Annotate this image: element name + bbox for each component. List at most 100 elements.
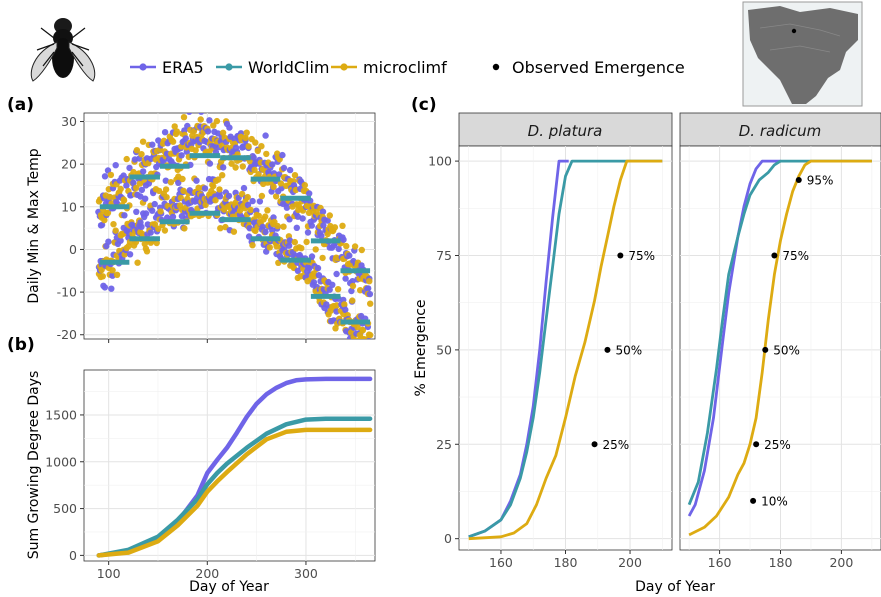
temp-point-microclimf [181, 225, 188, 232]
temp-point-ERA5 [198, 113, 205, 115]
temp-point-ERA5 [162, 177, 169, 184]
temp-point-microclimf [195, 184, 202, 191]
temp-point-ERA5 [178, 152, 185, 159]
temp-point-ERA5 [123, 182, 130, 189]
temp-point-ERA5 [216, 193, 224, 200]
temp-point-microclimf [273, 243, 280, 250]
temp-point-ERA5 [306, 265, 313, 272]
panel-c1-marks: 25% 50% 75% [468, 159, 663, 541]
temp-point-ERA5 [320, 222, 327, 229]
temp-point-ERA5 [360, 340, 366, 346]
temp-point-microclimf [270, 183, 277, 190]
temp-point-ERA5 [149, 141, 156, 148]
temp-point-microclimf [197, 116, 204, 123]
gdd-line-microclimf [96, 427, 373, 558]
temp-point-microclimf [113, 271, 121, 278]
x-tick-label: 180 [554, 555, 578, 570]
temp-point-ERA5 [126, 164, 133, 172]
observed-emergence-point [753, 441, 760, 448]
temp-point-microclimf [367, 331, 374, 339]
panel-c1-grid [459, 146, 672, 550]
temp-point-ERA5 [101, 173, 109, 180]
temp-point-ERA5 [367, 358, 373, 364]
legend-point-WorldClim [225, 63, 233, 71]
temp-point-microclimf [123, 155, 130, 163]
temp-point-microclimf [213, 117, 221, 125]
temp-point-microclimf [151, 221, 159, 228]
temp-point-microclimf [244, 193, 251, 201]
facet-strip-platura [458, 112, 673, 147]
panel-label-c: (c) [411, 95, 437, 115]
temp-point-ERA5 [149, 207, 156, 214]
temp-point-microclimf [180, 187, 187, 194]
temp-point-microclimf [291, 238, 298, 246]
temp-point-ERA5 [366, 290, 374, 298]
temp-point-microclimf [254, 147, 261, 155]
temp-point-microclimf [230, 228, 238, 235]
observed-emergence-label: 25% [603, 438, 630, 452]
temp-point-microclimf [238, 190, 246, 198]
x-tick-label: 300 [294, 566, 318, 581]
observed-emergence-point [762, 346, 769, 353]
temp-point-microclimf [104, 209, 112, 216]
temp-point-microclimf [331, 224, 339, 231]
temp-point-ERA5 [250, 154, 257, 161]
legend-point-ERA5 [139, 63, 147, 71]
legend-label: microclimf [363, 58, 447, 77]
temp-point-ERA5 [306, 190, 313, 197]
temp-point-microclimf [365, 338, 368, 339]
temp-point-ERA5 [326, 286, 333, 293]
temp-point-microclimf [359, 327, 367, 334]
temp-point-microclimf [109, 267, 116, 274]
temp-point-ERA5 [240, 184, 248, 192]
temp-point-microclimf [167, 179, 175, 186]
temp-point-ERA5 [117, 237, 124, 244]
temp-point-ERA5 [137, 193, 144, 200]
gdd-line-WorldClim [96, 416, 373, 558]
temp-point-microclimf [162, 186, 170, 193]
temp-point-microclimf [143, 248, 151, 255]
temp-point-ERA5 [204, 128, 212, 135]
temp-point-ERA5 [278, 185, 285, 192]
temp-point-microclimf [367, 300, 374, 307]
panel-b-background [83, 369, 376, 562]
temp-point-microclimf [139, 138, 147, 145]
temp-point-microclimf [219, 172, 226, 179]
temp-point-microclimf [133, 147, 141, 154]
x-tick-label: 100 [97, 566, 121, 581]
temp-point-microclimf [341, 301, 348, 308]
temp-point-microclimf [163, 194, 170, 201]
temp-point-ERA5 [340, 236, 347, 243]
temp-point-microclimf [120, 197, 128, 204]
temp-point-ERA5 [142, 210, 150, 217]
observed-emergence-point [771, 252, 778, 259]
temp-point-microclimf [334, 286, 342, 293]
temp-point-microclimf [358, 246, 365, 254]
y-tick-label: 0 [444, 531, 452, 546]
temp-point-microclimf [263, 150, 270, 158]
temp-point-microclimf [243, 129, 250, 136]
temp-point-ERA5 [362, 338, 366, 339]
temp-point-ERA5 [101, 284, 109, 291]
temp-point-microclimf [173, 128, 180, 135]
observed-emergence-point [617, 252, 624, 259]
temp-point-microclimf [134, 259, 141, 266]
temp-point-microclimf [138, 151, 145, 158]
temp-point-ERA5 [365, 285, 372, 292]
temp-point-ERA5 [319, 208, 327, 215]
panel-b-x-axis-title: Day of Year [189, 579, 269, 595]
temp-point-microclimf [161, 227, 169, 234]
temp-point-microclimf [107, 171, 115, 179]
temp-point-ERA5 [335, 245, 342, 253]
temp-point-ERA5 [161, 129, 169, 136]
temp-point-ERA5 [169, 213, 177, 220]
y-tick-label: 1000 [45, 454, 77, 469]
panel-c2-grid [680, 146, 881, 550]
observed-emergence-point [591, 441, 598, 448]
temp-point-ERA5 [349, 278, 356, 285]
temp-point-microclimf [349, 297, 356, 304]
x-tick-label: 180 [769, 555, 793, 570]
temp-point-ERA5 [175, 179, 182, 186]
